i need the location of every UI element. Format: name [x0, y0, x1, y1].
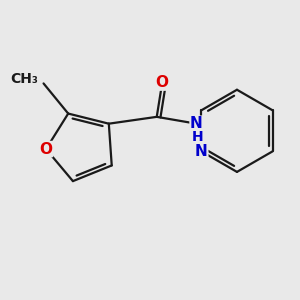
Text: N: N [190, 116, 203, 131]
Text: N: N [195, 144, 208, 159]
Text: CH₃: CH₃ [10, 72, 38, 86]
Text: O: O [156, 75, 169, 90]
Text: H: H [191, 130, 203, 144]
Text: O: O [40, 142, 52, 157]
